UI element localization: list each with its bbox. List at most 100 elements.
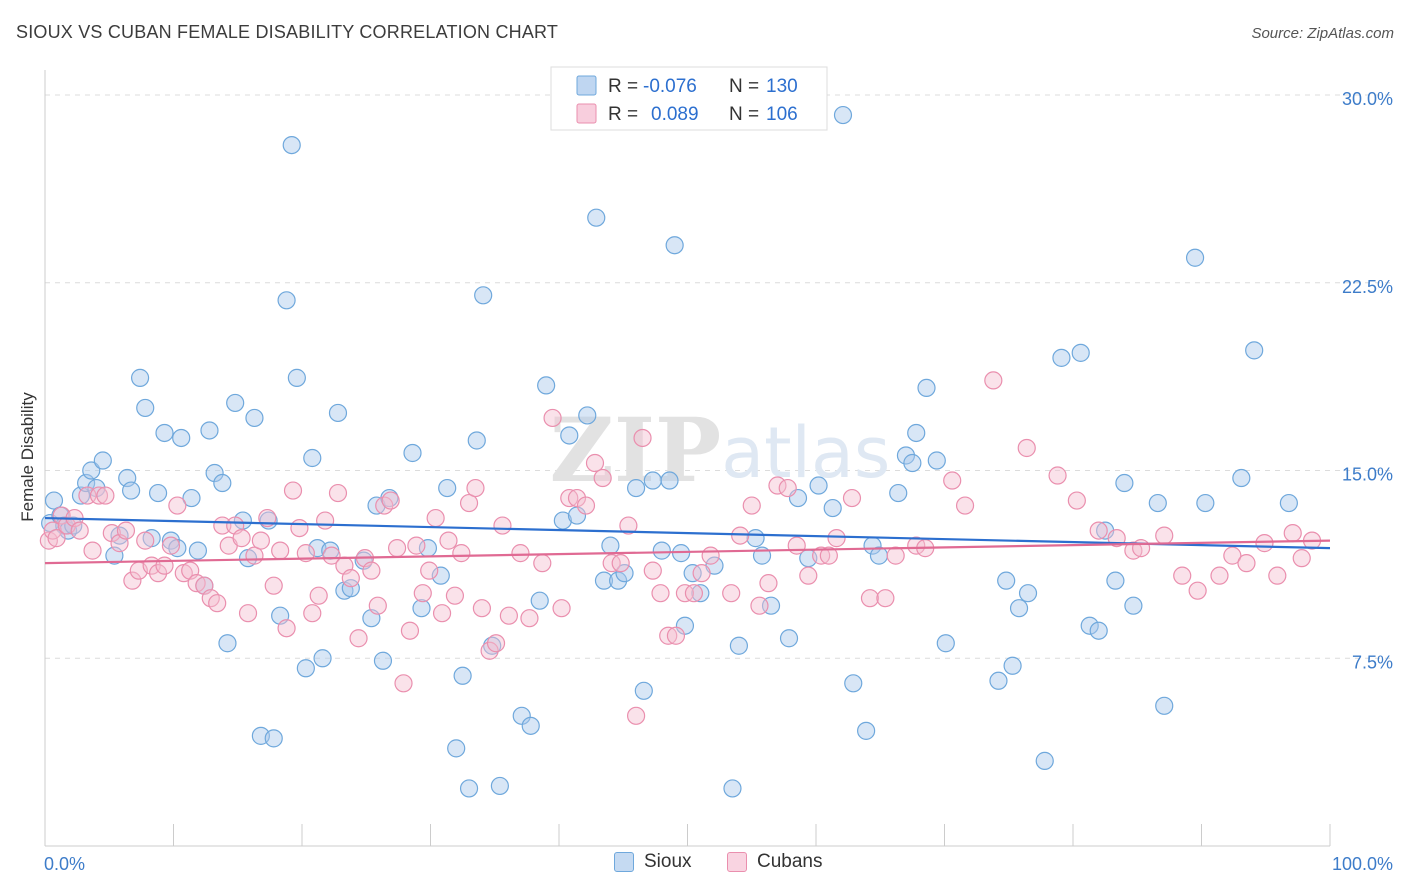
point-cubans-74	[520, 609, 539, 628]
x-tick-label-1: 100.0%	[1332, 854, 1393, 874]
point-sioux-100	[833, 105, 853, 125]
point-cubans-21	[168, 496, 187, 515]
point-sioux-48	[341, 579, 360, 598]
point-cubans-18	[148, 564, 168, 583]
point-sioux-99	[823, 498, 842, 518]
legend-n-label-sioux: N =	[729, 76, 759, 97]
point-sioux-65	[490, 776, 509, 796]
point-sioux-113	[997, 571, 1016, 590]
legend-n-label-cubans: N =	[729, 104, 759, 125]
point-sioux-88	[691, 584, 710, 603]
trend-line-sioux	[44, 516, 1331, 550]
point-sioux-73	[578, 406, 597, 425]
point-cubans-13	[116, 521, 136, 540]
point-sioux-62	[467, 431, 486, 450]
top-legend: R = -0.076 N = 130 R = 0.089 N = 106	[550, 66, 828, 131]
point-sioux-109	[917, 378, 936, 398]
point-cubans-48	[341, 569, 360, 588]
point-sioux-83	[660, 471, 679, 490]
point-sioux-63	[474, 286, 493, 305]
point-sioux-124	[1115, 473, 1134, 493]
trend-line-cubans	[44, 539, 1331, 565]
point-sioux-121	[1089, 621, 1108, 640]
watermark: ZIPatlas	[550, 398, 891, 502]
point-cubans-84	[611, 554, 630, 573]
point-cubans-38	[277, 619, 296, 638]
point-sioux-44	[313, 649, 332, 668]
point-sioux-20	[161, 531, 181, 550]
point-sioux-59	[447, 739, 466, 758]
point-cubans-27	[208, 594, 227, 613]
point-cubans-61	[426, 508, 445, 528]
point-cubans-120	[1089, 521, 1108, 540]
point-cubans-125	[1173, 566, 1192, 585]
point-cubans-57	[400, 621, 420, 640]
point-cubans-2	[47, 529, 66, 548]
point-sioux-29	[218, 634, 237, 653]
point-cubans-8	[83, 541, 102, 560]
point-cubans-65	[452, 544, 471, 563]
point-sioux-116	[1018, 584, 1038, 603]
point-sioux-80	[634, 681, 653, 700]
point-cubans-123	[1132, 539, 1151, 558]
point-sioux-132	[1279, 493, 1298, 513]
point-cubans-99	[750, 596, 769, 615]
point-cubans-6	[70, 521, 89, 540]
legend-r-label-sioux: R =	[608, 76, 638, 97]
point-cubans-105	[812, 546, 831, 565]
point-sioux-61	[459, 779, 479, 798]
legend-label-cubans: Cubans	[757, 851, 823, 872]
point-sioux-41	[296, 659, 315, 678]
point-cubans-93	[684, 584, 704, 603]
point-sioux-30	[226, 393, 245, 413]
legend-swatch-cubans	[576, 103, 597, 124]
point-cubans-130	[1255, 534, 1274, 553]
point-sioux-71	[560, 426, 579, 445]
point-cubans-60	[420, 561, 439, 580]
point-cubans-126	[1188, 581, 1207, 600]
point-sioux-26	[200, 421, 219, 440]
point-cubans-133	[1292, 549, 1311, 568]
point-cubans-106	[819, 546, 838, 565]
point-sioux-95	[779, 629, 799, 648]
point-sioux-27	[205, 463, 224, 483]
point-sioux-82	[652, 541, 671, 560]
point-cubans-88	[643, 561, 662, 580]
source-label: Source: ZipAtlas.com	[1251, 25, 1394, 42]
point-cubans-96	[722, 584, 741, 603]
point-sioux-67	[521, 716, 540, 735]
point-sioux-102	[857, 721, 876, 740]
bottom-legend: Sioux Cubans	[0, 851, 1406, 877]
point-sioux-23	[182, 488, 201, 508]
point-sioux-76	[601, 536, 620, 555]
grid-lines	[45, 94, 1393, 659]
point-cubans-72	[499, 606, 518, 625]
y-axis-label: Female Disability	[18, 392, 37, 522]
point-cubans-124	[1155, 526, 1174, 545]
y-tick-label-0: 7.5%	[1352, 652, 1393, 672]
point-cubans-111	[886, 546, 905, 565]
point-sioux-91	[729, 636, 749, 655]
x-tick-labels: 0.0% 100.0%	[44, 854, 1393, 874]
point-cubans-51	[362, 561, 381, 580]
legend-swatch-sioux-bottom	[614, 852, 634, 872]
point-sioux-38	[277, 291, 296, 310]
point-cubans-94	[692, 564, 711, 583]
point-sioux-108	[907, 423, 926, 443]
point-cubans-87	[633, 428, 652, 448]
point-sioux-39	[282, 135, 301, 155]
point-cubans-37	[271, 541, 290, 560]
y-tick-label-1: 15.0%	[1342, 465, 1393, 485]
point-sioux-129	[1196, 493, 1215, 513]
point-cubans-110	[876, 589, 895, 608]
point-cubans-49	[349, 629, 368, 648]
point-cubans-132	[1283, 523, 1302, 543]
watermark-atlas: atlas	[721, 412, 890, 494]
point-cubans-104	[799, 566, 818, 585]
legend-swatch-sioux	[576, 75, 597, 96]
point-cubans-56	[394, 674, 413, 693]
point-sioux-36	[264, 729, 283, 748]
point-sioux-14	[121, 481, 141, 500]
point-sioux-16	[136, 398, 155, 418]
point-sioux-33	[245, 408, 264, 428]
